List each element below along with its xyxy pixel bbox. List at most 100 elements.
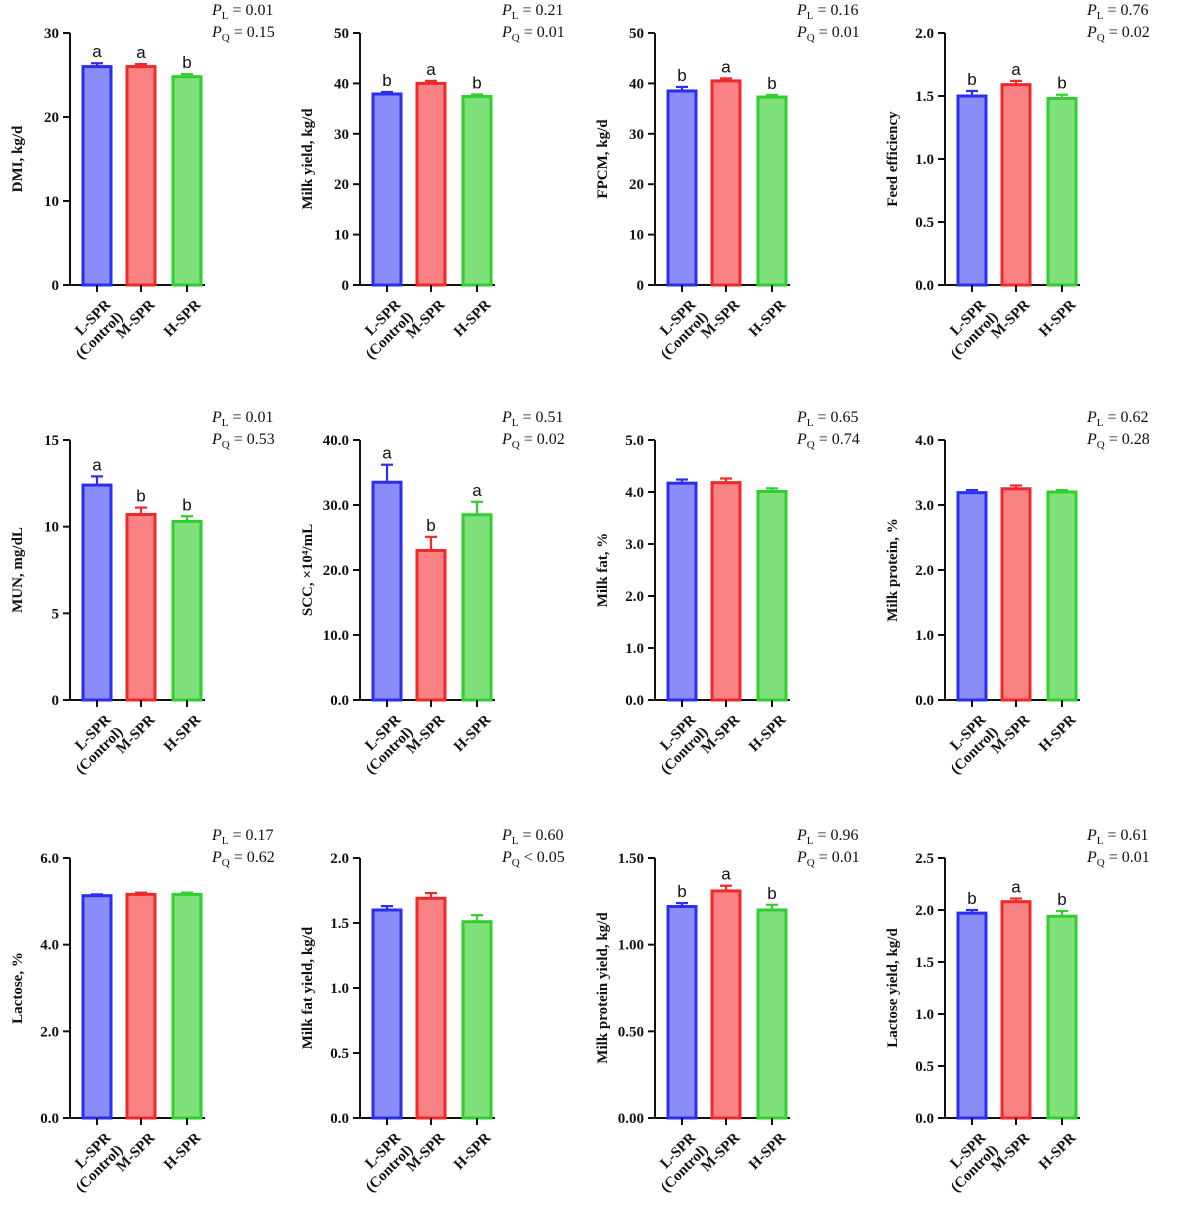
significance-letter: b bbox=[677, 882, 686, 901]
p-symbol: P bbox=[1086, 2, 1097, 19]
p-linear: PL = 0.16 bbox=[796, 2, 859, 22]
p-linear: PL = 0.17 bbox=[211, 827, 274, 847]
p-symbol: P bbox=[796, 24, 807, 41]
category-line: H-SPR bbox=[746, 1130, 789, 1173]
p-value: = 0.96 bbox=[814, 827, 859, 844]
y-tick-label: 2.0 bbox=[915, 26, 934, 42]
category-line: H-SPR bbox=[746, 712, 789, 755]
y-tick-label: 0.5 bbox=[915, 215, 934, 231]
p-symbol: P bbox=[211, 2, 222, 19]
bar-2 bbox=[415, 549, 447, 702]
x-category-label: H-SPR bbox=[1036, 1130, 1079, 1173]
p-value: = 0.15 bbox=[230, 24, 275, 41]
y-axis-label: Milk fat yield, kg/d bbox=[300, 926, 316, 1049]
p-value: = 0.02 bbox=[1105, 24, 1150, 41]
p-symbol: P bbox=[1086, 849, 1097, 866]
y-tick-label: 40.0 bbox=[323, 433, 349, 449]
p-quadratic: PQ < 0.05 bbox=[501, 849, 565, 869]
p-subscript: L bbox=[1097, 417, 1104, 429]
p-quadratic: PQ = 0.53 bbox=[211, 431, 275, 451]
p-linear: PL = 0.51 bbox=[501, 409, 564, 429]
x-category-label: H-SPR bbox=[161, 712, 204, 755]
p-linear: PL = 0.65 bbox=[796, 409, 859, 429]
p-subscript: Q bbox=[512, 32, 520, 44]
y-axis-label: Milk protein yield, kg/d bbox=[595, 912, 611, 1064]
y-tick-label: 0.0 bbox=[330, 1111, 349, 1127]
x-category-label: H-SPR bbox=[1036, 712, 1079, 755]
y-axis-label: DMI, kg/d bbox=[10, 125, 26, 192]
y-tick-label: 0 bbox=[52, 278, 60, 294]
p-subscript: Q bbox=[807, 32, 815, 44]
significance-letter: a bbox=[382, 444, 392, 463]
p-symbol: P bbox=[211, 24, 222, 41]
p-symbol: P bbox=[1086, 409, 1097, 426]
bar-2 bbox=[710, 481, 742, 702]
p-value: = 0.01 bbox=[229, 2, 274, 19]
p-value: = 0.28 bbox=[1105, 431, 1150, 448]
bar-1 bbox=[666, 905, 698, 1120]
bar-3 bbox=[461, 513, 493, 702]
bar-2 bbox=[415, 81, 447, 287]
p-subscript: Q bbox=[1097, 439, 1105, 451]
y-tick-label: 4.0 bbox=[915, 433, 934, 449]
x-category-label: H-SPR bbox=[1036, 297, 1079, 340]
y-axis-label: MUN, mg/dL bbox=[10, 527, 26, 613]
y-tick-label: 0.0 bbox=[40, 1111, 59, 1127]
y-tick-label: 0.0 bbox=[330, 693, 349, 709]
p-symbol: P bbox=[211, 827, 222, 844]
y-tick-label: 1.50 bbox=[618, 851, 644, 867]
p-value: = 0.01 bbox=[229, 409, 274, 426]
y-tick-label: 1.0 bbox=[330, 981, 349, 997]
y-tick-label: 2.0 bbox=[40, 1024, 59, 1040]
p-symbol: P bbox=[501, 409, 512, 426]
p-value: = 0.53 bbox=[230, 431, 275, 448]
y-tick-label: 10 bbox=[629, 228, 644, 244]
p-value: = 0.51 bbox=[519, 409, 564, 426]
y-tick-label: 6.0 bbox=[40, 851, 59, 867]
p-symbol: P bbox=[796, 409, 807, 426]
bar-3 bbox=[756, 908, 788, 1120]
y-axis-label: Milk protein, % bbox=[885, 518, 901, 621]
significance-letter: b bbox=[1057, 890, 1066, 909]
significance-letter: b bbox=[767, 74, 776, 93]
significance-letter: a bbox=[721, 865, 731, 884]
significance-letter: a bbox=[136, 43, 146, 62]
p-linear: PL = 0.96 bbox=[796, 827, 859, 847]
p-symbol: P bbox=[501, 24, 512, 41]
p-quadratic: PQ = 0.62 bbox=[211, 849, 275, 869]
p-subscript: Q bbox=[222, 857, 230, 869]
x-category-label: H-SPR bbox=[451, 1130, 494, 1173]
y-tick-label: 30 bbox=[44, 26, 59, 42]
bar-3 bbox=[171, 519, 203, 702]
bar-1 bbox=[371, 92, 403, 287]
chart-panel-11: 0.00 0.50 1.00 1.50 Milk protein yield, kg/d… bbox=[595, 827, 860, 1196]
y-tick-label: 0.0 bbox=[915, 693, 934, 709]
significance-letter: b bbox=[1057, 74, 1066, 93]
p-subscript: Q bbox=[1097, 32, 1105, 44]
p-value: < 0.05 bbox=[520, 849, 565, 866]
category-line: H-SPR bbox=[451, 297, 494, 340]
bar-2 bbox=[1000, 487, 1032, 702]
p-symbol: P bbox=[501, 827, 512, 844]
category-line: H-SPR bbox=[746, 297, 789, 340]
category-line: H-SPR bbox=[161, 1130, 204, 1173]
p-value: = 0.62 bbox=[230, 849, 275, 866]
category-line: H-SPR bbox=[1036, 712, 1079, 755]
bar-3 bbox=[1046, 914, 1078, 1120]
p-subscript: Q bbox=[222, 32, 230, 44]
p-symbol: P bbox=[211, 849, 222, 866]
bar-3 bbox=[461, 920, 493, 1120]
y-tick-label: 1.0 bbox=[915, 628, 934, 644]
significance-letter: a bbox=[92, 455, 102, 474]
significance-letter: b bbox=[677, 66, 686, 85]
y-axis-label: Milk yield, kg/d bbox=[300, 108, 316, 210]
p-value: = 0.01 bbox=[815, 24, 860, 41]
y-tick-label: 50 bbox=[334, 26, 349, 42]
y-tick-label: 4.0 bbox=[625, 485, 644, 501]
p-quadratic: PQ = 0.01 bbox=[501, 24, 565, 44]
significance-letter: b bbox=[472, 73, 481, 92]
